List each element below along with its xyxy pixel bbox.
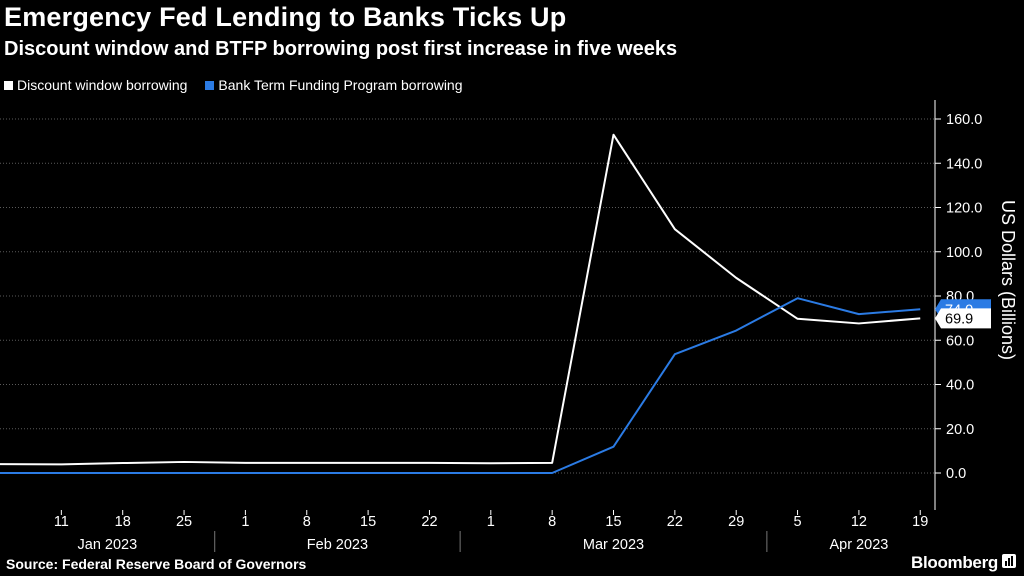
series-line-btfp [0,297,921,474]
x-tick-label: 22 [421,514,437,530]
last-value-tag-discount-window [935,308,991,329]
y-tick-label: 40.0 [946,378,974,394]
chart-title: Emergency Fed Lending to Banks Ticks Up [4,2,567,32]
x-tick-label: 15 [360,514,376,530]
x-tick-label: 8 [303,514,311,530]
x-tick-label: 19 [912,514,928,530]
source-note: Source: Federal Reserve Board of Governo… [6,556,307,572]
x-tick-label: 18 [115,514,131,530]
x-tick-label: 1 [241,514,249,530]
y-tick-label: 20.0 [946,422,974,438]
y-tick-label: 60.0 [946,333,974,349]
x-tick-label: 29 [728,514,744,530]
y-tick-label: 160.0 [946,112,982,128]
last-value-label-discount-window: 69.9 [945,311,973,327]
x-tick-label: 25 [176,514,192,530]
x-month-label: Feb 2023 [307,537,368,553]
x-month-label: Jan 2023 [78,537,138,553]
x-tick-label: 8 [548,514,556,530]
legend-item-btfp: Bank Term Funding Program borrowing [205,77,463,93]
x-month-label: Apr 2023 [829,537,888,553]
x-tick-label: 22 [667,514,683,530]
x-tick-label: 11 [54,514,69,530]
legend-swatch-discount-window [4,80,13,90]
legend-label-btfp: Bank Term Funding Program borrowing [218,77,463,93]
legend-item-discount-window: Discount window borrowing [4,77,187,93]
y-tick-label: 0.0 [946,466,966,482]
series-line-discount-window [0,133,921,466]
y-tick-label: 100.0 [946,245,982,261]
bloomberg-mark-icon [1002,554,1016,568]
legend-swatch-btfp [205,80,215,90]
legend: Discount window borrowing Bank Term Fund… [4,77,463,93]
x-tick-label: 15 [605,514,621,530]
legend-label-discount-window: Discount window borrowing [17,77,188,93]
x-month-label: Mar 2023 [583,537,644,553]
x-tick-label: 12 [851,514,867,530]
x-tick-label: 1 [487,514,495,530]
bloomberg-logo: Bloomberg [910,553,998,572]
y-tick-label: 120.0 [946,201,982,217]
y-axis-title: US Dollars (Billions) [998,200,1018,360]
y-tick-label: 140.0 [946,156,982,172]
chart-subtitle: Discount window and BTFP borrowing post … [4,38,678,60]
x-tick-label: 5 [794,514,802,530]
